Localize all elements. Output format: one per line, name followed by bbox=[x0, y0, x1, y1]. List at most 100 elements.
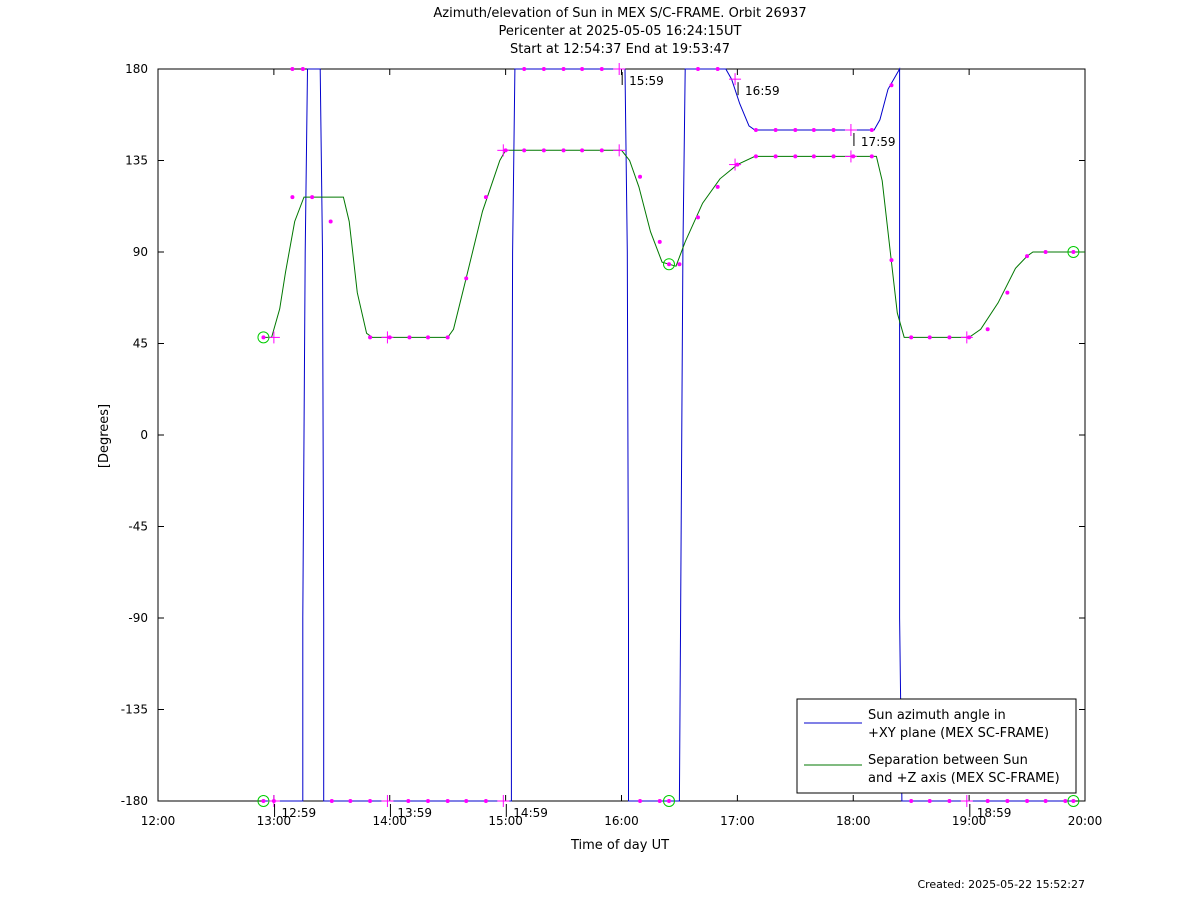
sample-marker bbox=[290, 195, 295, 200]
legend-label-azimuth: Sun azimuth angle in +XY plane (MEX SC-F… bbox=[868, 708, 1049, 741]
title-line-2: Pericenter at 2025-05-05 16:24:15UT bbox=[498, 24, 741, 39]
hour-cross-marker bbox=[381, 331, 394, 344]
sample-marker bbox=[927, 335, 932, 340]
hour-cross-marker bbox=[613, 63, 626, 75]
sample-marker bbox=[811, 154, 816, 159]
y-tick-label: 180 bbox=[125, 62, 148, 76]
hour-cross-marker bbox=[267, 331, 280, 344]
sample-marker bbox=[889, 83, 894, 88]
x-tick-label: 18:00 bbox=[836, 814, 871, 828]
hour-cross-marker bbox=[267, 795, 280, 807]
sample-marker bbox=[869, 154, 874, 159]
sample-marker bbox=[1005, 290, 1010, 295]
hour-cross-marker bbox=[844, 124, 857, 136]
sample-marker bbox=[773, 128, 778, 132]
sample-marker bbox=[695, 215, 700, 220]
sample-marker bbox=[1043, 250, 1048, 254]
sample-marker bbox=[368, 335, 373, 340]
y-tick-label: -135 bbox=[121, 703, 148, 717]
sample-marker bbox=[406, 799, 411, 803]
sample-marker bbox=[310, 195, 315, 200]
sample-marker bbox=[985, 327, 990, 332]
y-axis-label: [Degrees] bbox=[97, 404, 112, 468]
hour-annotation: 12:59 bbox=[274, 804, 317, 820]
hour-cross-marker bbox=[613, 144, 626, 157]
sample-marker bbox=[483, 799, 488, 803]
sample-marker bbox=[329, 799, 334, 803]
hour-cross-marker bbox=[960, 331, 973, 344]
sample-marker bbox=[541, 148, 546, 153]
sample-marker bbox=[425, 799, 430, 803]
x-tick-label: 17:00 bbox=[720, 814, 755, 828]
sample-marker bbox=[290, 67, 295, 71]
sample-marker bbox=[580, 67, 585, 71]
sample-marker bbox=[657, 239, 662, 244]
created-timestamp: Created: 2025-05-22 15:52:27 bbox=[917, 878, 1085, 891]
endpoint-circle-marker bbox=[663, 795, 676, 807]
sample-marker bbox=[889, 258, 894, 263]
sample-marker bbox=[407, 335, 412, 340]
hour-annotation: 16:59 bbox=[737, 82, 780, 98]
x-tick-label: 19:00 bbox=[952, 814, 987, 828]
sample-marker bbox=[464, 799, 469, 803]
endpoint-circle-marker bbox=[257, 795, 270, 807]
x-axis-ticks: 12:00 13:00 14:00 15:00 16:00 17:00 18:00 19:00… bbox=[141, 69, 1103, 828]
legend-label-separation: Separation between Sun and +Z axis (MEX … bbox=[868, 753, 1060, 786]
y-tick-label: 90 bbox=[133, 245, 148, 259]
title-line-3: Start at 12:54:37 End at 19:53:47 bbox=[510, 42, 730, 57]
sample-marker bbox=[869, 128, 874, 132]
sample-marker bbox=[1043, 799, 1048, 803]
sample-marker bbox=[947, 335, 952, 340]
y-tick-label: -90 bbox=[128, 611, 148, 625]
y-tick-label: 45 bbox=[133, 337, 148, 351]
hour-cross-marker bbox=[729, 158, 742, 171]
plot-markers bbox=[257, 63, 1080, 807]
sample-marker bbox=[927, 799, 932, 803]
hour-annotation: 13:59 bbox=[389, 804, 432, 820]
sample-marker bbox=[638, 174, 643, 179]
sample-marker bbox=[1025, 799, 1030, 803]
y-tick-label: 135 bbox=[125, 154, 148, 168]
x-tick-label: 13:00 bbox=[257, 814, 292, 828]
svg-text:18:59: 18:59 bbox=[977, 806, 1012, 820]
hour-cross-marker bbox=[960, 795, 973, 807]
endpoint-circle-marker bbox=[1067, 795, 1080, 807]
sample-marker bbox=[1063, 799, 1068, 803]
svg-text:17:59: 17:59 bbox=[861, 135, 896, 149]
x-tick-label: 14:00 bbox=[372, 814, 407, 828]
sample-marker bbox=[811, 128, 816, 132]
svg-text:12:59: 12:59 bbox=[282, 806, 317, 820]
sample-marker bbox=[909, 799, 914, 803]
sample-marker bbox=[425, 335, 430, 340]
chart-title: Azimuth/elevation of Sun in MEX S/C-FRAM… bbox=[433, 6, 806, 57]
x-tick-label: 16:00 bbox=[604, 814, 639, 828]
plot-area bbox=[263, 67, 1085, 802]
sample-marker bbox=[831, 128, 836, 132]
sample-marker bbox=[793, 154, 798, 159]
endpoint-circle-marker bbox=[257, 331, 270, 344]
hour-annotations: 12:59 13:59 14:59 15:59 16:59 17:59 18:59 bbox=[274, 72, 1012, 820]
hour-annotation: 17:59 bbox=[853, 133, 896, 149]
sample-marker bbox=[464, 276, 469, 281]
sample-marker bbox=[695, 67, 700, 71]
sample-marker bbox=[793, 128, 798, 132]
sample-marker bbox=[985, 799, 990, 803]
sample-marker bbox=[541, 67, 546, 71]
svg-text:14:59: 14:59 bbox=[513, 806, 548, 820]
svg-text:16:59: 16:59 bbox=[745, 84, 780, 98]
hour-cross-marker bbox=[497, 795, 510, 807]
sample-marker bbox=[677, 262, 682, 267]
sample-marker bbox=[1005, 799, 1010, 803]
sample-marker bbox=[753, 154, 758, 159]
y-tick-label: 0 bbox=[140, 428, 148, 442]
sample-marker bbox=[445, 335, 450, 340]
x-tick-label: 20:00 bbox=[1068, 814, 1103, 828]
legend-box bbox=[796, 698, 1077, 794]
legend: Sun azimuth angle in +XY plane (MEX SC-F… bbox=[796, 698, 1077, 794]
series-azimuth-line bbox=[263, 67, 1075, 802]
hour-cross-marker bbox=[729, 73, 742, 86]
sample-marker bbox=[753, 128, 758, 132]
y-tick-label: -180 bbox=[121, 794, 148, 808]
endpoint-circle-marker bbox=[1067, 246, 1080, 258]
